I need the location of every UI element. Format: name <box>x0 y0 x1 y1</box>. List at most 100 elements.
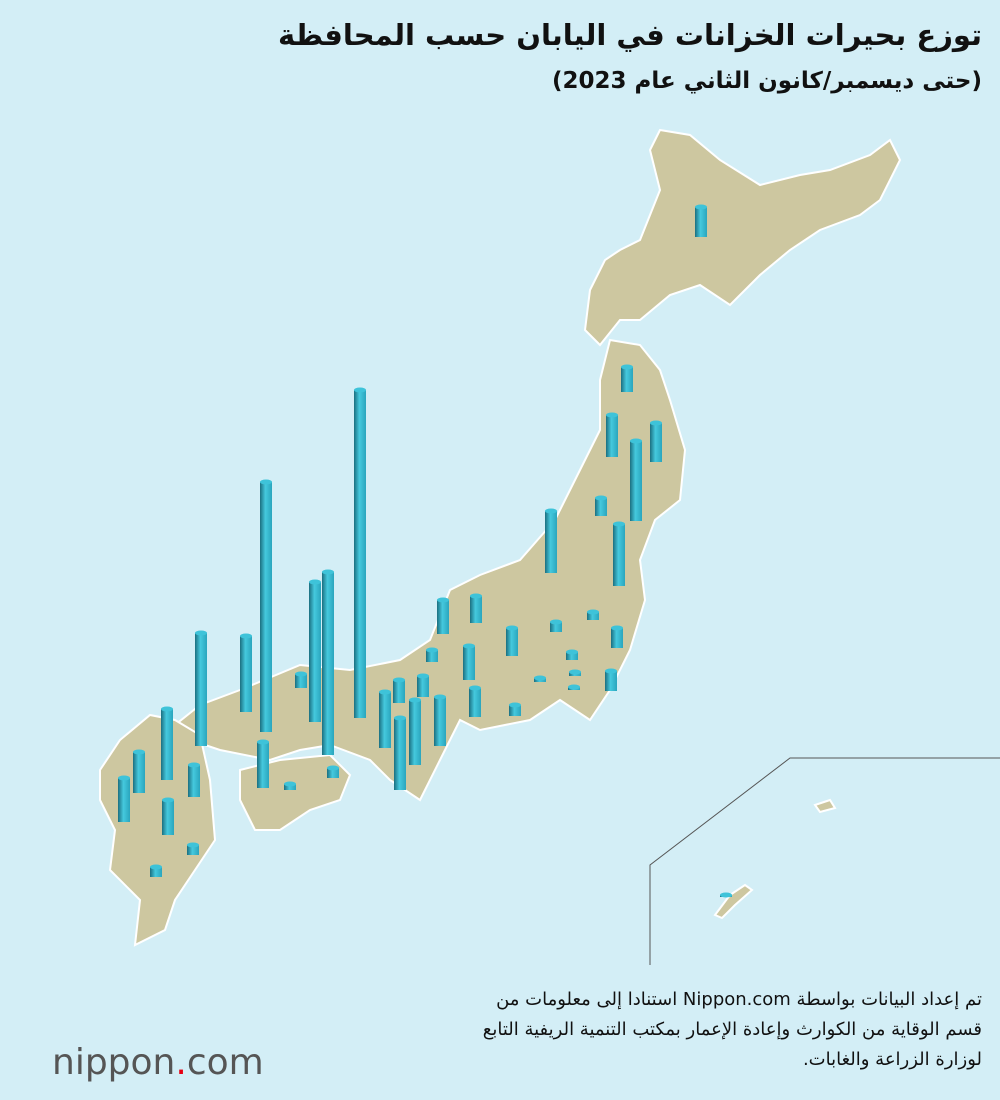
brand-name: nippon <box>52 1042 176 1083</box>
bar <box>470 596 482 623</box>
bar <box>506 628 518 656</box>
bar-top <box>322 569 334 575</box>
bar-top <box>469 685 481 691</box>
bar-top <box>534 675 546 681</box>
bar <box>606 415 618 457</box>
bar <box>595 498 607 516</box>
bar-top <box>188 762 200 768</box>
bar-top <box>434 694 446 700</box>
bar <box>133 752 145 793</box>
bar-top <box>240 633 252 639</box>
bar <box>469 688 481 717</box>
bar-top <box>133 749 145 755</box>
kyushu <box>99 713 217 947</box>
bar-top <box>150 864 162 870</box>
bar-top <box>470 593 482 599</box>
bar-top <box>394 715 406 721</box>
bar-top <box>463 643 475 649</box>
brand-dot: . <box>175 1042 187 1083</box>
land <box>99 128 902 947</box>
bar <box>162 800 174 835</box>
subtitle: (حتى ديسمبر/كانون الثاني عام 2023) <box>551 68 982 94</box>
bar <box>695 207 707 237</box>
bar <box>611 628 623 648</box>
bar <box>161 709 173 780</box>
bar <box>257 742 269 788</box>
bar <box>195 633 207 746</box>
bar <box>426 650 438 662</box>
bar-top <box>595 495 607 501</box>
honshu <box>173 338 687 802</box>
bar-top <box>187 842 199 848</box>
bar-top <box>611 625 623 631</box>
bar <box>463 646 475 680</box>
bar-top <box>417 673 429 679</box>
bar-top <box>309 579 321 585</box>
bar <box>150 867 162 877</box>
note-line: قسم الوقاية من الكوارث وإعادة الإعمار بم… <box>482 1019 982 1040</box>
bar <box>188 765 200 797</box>
bar-top <box>437 597 449 603</box>
bar <box>260 482 272 732</box>
bar-top <box>327 765 339 771</box>
inset-frame <box>649 757 1000 965</box>
bar-top <box>587 609 599 615</box>
bar-top <box>260 479 272 485</box>
note: تم إعداد البيانات بواسطة Nippon.com استن… <box>483 985 982 1075</box>
bar <box>434 697 446 746</box>
bar-top <box>550 619 562 625</box>
bar-top <box>295 671 307 677</box>
bar <box>327 768 339 778</box>
bar-top <box>568 684 580 690</box>
bar <box>409 700 421 765</box>
bar-top <box>509 702 521 708</box>
bar-top <box>630 438 642 444</box>
bar-top <box>354 387 366 393</box>
bar <box>322 572 334 755</box>
bar <box>605 671 617 691</box>
bar <box>509 705 521 716</box>
bar <box>437 600 449 634</box>
bar <box>309 582 321 722</box>
bar <box>566 652 578 660</box>
bar-top <box>118 775 130 781</box>
bar <box>613 524 625 586</box>
bar-top <box>284 781 296 787</box>
note-line: تم إعداد البيانات بواسطة Nippon.com استن… <box>496 989 982 1010</box>
bar-top <box>695 204 707 210</box>
bar-top <box>257 739 269 745</box>
bar-top <box>545 508 557 514</box>
bar-top <box>606 412 618 418</box>
bar-top <box>650 420 662 426</box>
title: توزع بحيرات الخزانات في اليابان حسب المح… <box>278 18 982 52</box>
hokkaido <box>583 128 902 347</box>
bar <box>240 636 252 712</box>
bar-top <box>605 668 617 674</box>
bar <box>550 622 562 632</box>
bar-top <box>621 364 633 370</box>
bar <box>379 692 391 748</box>
bar <box>621 367 633 392</box>
bar-top <box>409 697 421 703</box>
bar-top <box>506 625 518 631</box>
bar <box>650 423 662 462</box>
bar <box>587 612 599 620</box>
bar-top <box>393 677 405 683</box>
bar-top <box>566 649 578 655</box>
bar-top <box>613 521 625 527</box>
bar-top <box>195 630 207 636</box>
bar-top <box>569 669 581 675</box>
note-line: لوزارة الزراعة والغابات. <box>802 1049 982 1070</box>
bar <box>295 674 307 688</box>
bar <box>394 718 406 790</box>
bar <box>354 390 366 718</box>
bar <box>393 680 405 703</box>
bar-top <box>379 689 391 695</box>
bar <box>187 845 199 855</box>
bar <box>284 784 296 790</box>
okinawa <box>713 883 754 920</box>
island <box>813 798 837 814</box>
bar-top <box>720 892 732 898</box>
